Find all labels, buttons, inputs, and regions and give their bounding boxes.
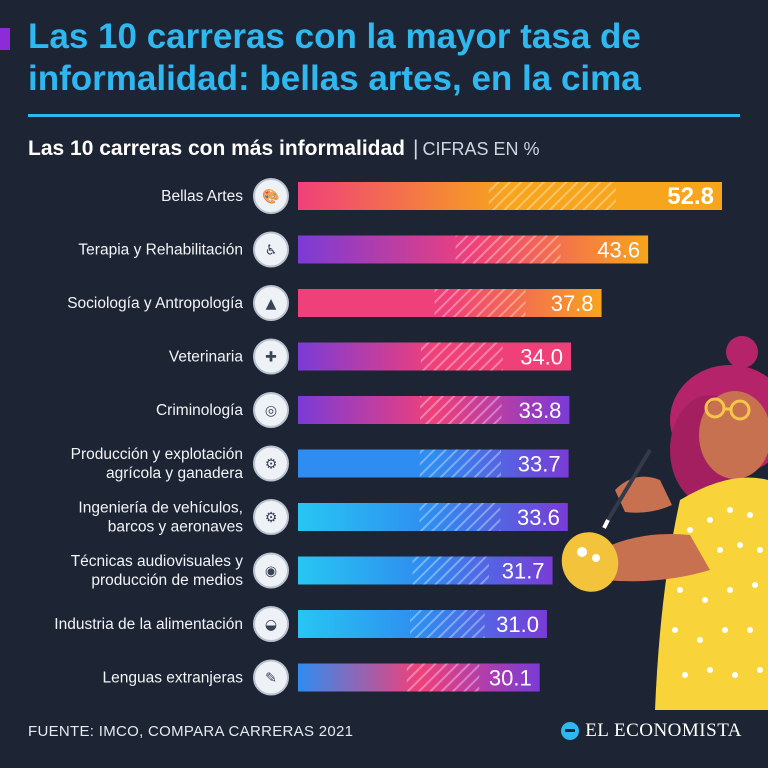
- veterinarian-icon: [253, 338, 289, 375]
- value-label: 33.6: [517, 505, 560, 530]
- category-label: Lenguas extranjeras: [103, 670, 244, 687]
- value-label: 33.7: [518, 452, 561, 477]
- fingerprint-icon-glyph: ◎: [265, 403, 277, 419]
- category-label: Ingeniería de vehículos,: [78, 500, 243, 517]
- value-label: 33.8: [519, 398, 562, 423]
- category-label: agrícola y ganadera: [106, 465, 243, 482]
- source-note: FUENTE: IMCO, COMPARA CARRERAS 2021: [28, 723, 354, 740]
- languages-icon: [253, 659, 289, 696]
- therapy-icon-glyph: ♿: [265, 243, 278, 259]
- bar-texture: [410, 610, 485, 638]
- languages-icon-glyph: ✎: [265, 671, 277, 687]
- category-label: barcos y aeronaves: [108, 519, 244, 536]
- bar-texture: [488, 182, 616, 210]
- bar-texture: [455, 235, 561, 264]
- palette-icon-glyph: 🎨: [262, 187, 279, 205]
- bar-texture: [419, 449, 501, 478]
- value-label: 31.7: [502, 559, 545, 584]
- film-reel-icon: [253, 552, 289, 589]
- page-title: Las 10 carreras con la mayor tasa de inf…: [28, 17, 641, 98]
- tractor-icon: [253, 445, 289, 482]
- value-label: 31.0: [496, 612, 539, 637]
- food-bowl-icon-glyph: ◒: [265, 617, 277, 633]
- category-label: Sociología y Antropología: [67, 295, 243, 312]
- category-label: Criminología: [156, 402, 243, 419]
- bar-chart: Bellas Artes 🎨 52.8 Terapia y Rehabilitació…: [54, 178, 722, 696]
- units-label: CIFRAS EN %: [422, 139, 540, 159]
- brand-name: EL ECONOMISTA: [585, 720, 742, 741]
- bar-texture: [419, 503, 501, 531]
- category-label: Técnicas audiovisuales y: [71, 553, 244, 570]
- therapy-icon: [253, 231, 289, 268]
- value-label: 52.8: [667, 183, 714, 210]
- title-divider: [28, 114, 740, 117]
- tractor-icon-glyph: ⚙: [265, 457, 278, 473]
- value-label: 30.1: [489, 666, 532, 691]
- subtitle-separator: |: [413, 137, 419, 160]
- chart-title: Las 10 carreras con más informalidad: [28, 137, 406, 160]
- artist-illustration: [561, 336, 768, 710]
- fingerprint-icon: [253, 392, 289, 428]
- film-reel-icon-glyph: ◉: [265, 564, 277, 580]
- category-label: Veterinaria: [169, 349, 243, 366]
- value-label: 37.8: [551, 291, 594, 316]
- value-label: 43.6: [597, 238, 640, 263]
- bar-texture: [406, 663, 480, 692]
- pyramid-icon: [253, 285, 289, 321]
- title-accent-mark: [0, 28, 10, 50]
- palette-icon: [253, 178, 289, 214]
- bar-texture: [412, 556, 489, 585]
- brand-logo: EL ECONOMISTA: [561, 720, 742, 742]
- bar-texture: [420, 396, 502, 424]
- category-label: Industria de la alimentación: [54, 616, 243, 633]
- bar-texture: [434, 289, 526, 317]
- bar-texture: [420, 342, 503, 371]
- category-label: producción de medios: [91, 572, 243, 589]
- category-label: Producción y explotación: [71, 446, 243, 463]
- category-label: Bellas Artes: [161, 188, 243, 205]
- category-label: Terapia y Rehabilitación: [78, 242, 243, 259]
- engine-icon-glyph: ⚙: [265, 510, 278, 526]
- value-label: 34.0: [520, 345, 563, 370]
- brand-icon: [561, 722, 580, 740]
- veterinarian-icon-glyph: ✚: [265, 350, 277, 366]
- pyramid-icon-glyph: ▲: [266, 296, 277, 312]
- food-bowl-icon: [253, 606, 289, 642]
- chart-subtitle: Las 10 carreras con más informalidad | CIF…: [28, 136, 748, 162]
- engine-icon: [253, 499, 289, 535]
